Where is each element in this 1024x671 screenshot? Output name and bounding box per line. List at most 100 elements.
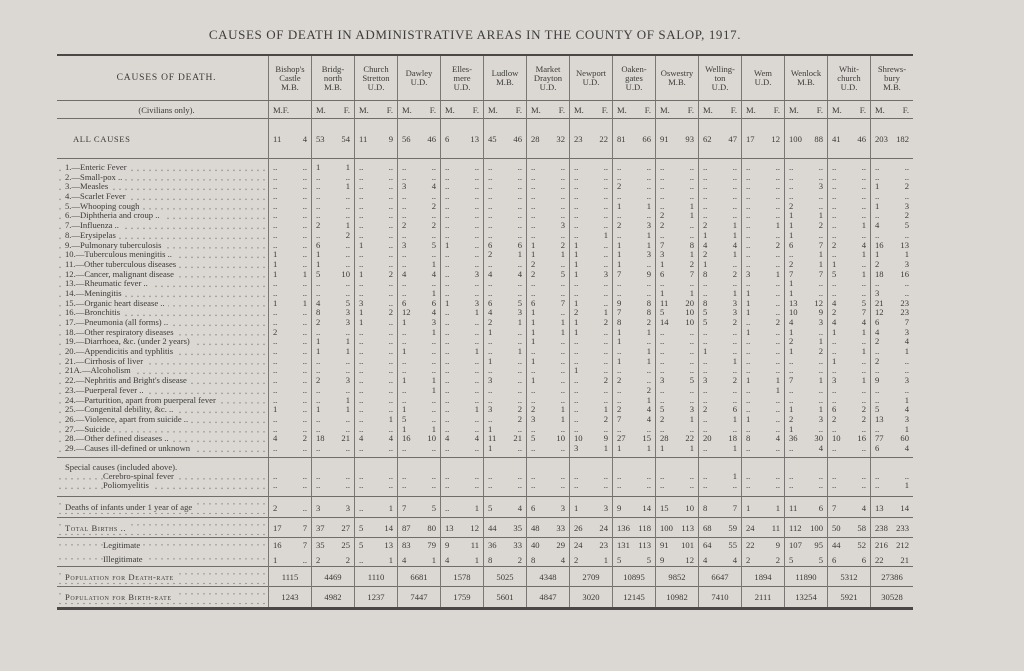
female-value: 9 (603, 433, 608, 444)
male-value: 5 (316, 268, 321, 279)
female-value: .. (474, 287, 479, 298)
male-value: 13 (789, 297, 798, 308)
all-causes-row: ALL CAUSES 11 4 53 54 11 9 56 46 6 13 45 46 28 32 23 22 8… (57, 119, 913, 159)
special-cause-row: Cerebro-spinal fever....................… (57, 470, 913, 482)
female-value: .. (431, 365, 436, 376)
district-cell: .... (440, 317, 483, 328)
female-value: 2 (345, 554, 350, 565)
sex-label: M. (875, 104, 885, 115)
male-value: .. (660, 394, 665, 405)
spacer-cell (483, 491, 526, 496)
male-value: .. (273, 375, 278, 386)
district-name-line: mere (453, 72, 471, 83)
female-value: .. (474, 210, 479, 221)
district-name-line: Wem (754, 68, 772, 78)
female-value: .. (603, 297, 608, 308)
female-value: .. (775, 326, 780, 337)
female-value: .. (431, 355, 436, 366)
spacer-cell (526, 159, 569, 163)
male-value: .. (875, 423, 880, 434)
district-cell: .... (741, 279, 784, 289)
female-value: .. (646, 258, 651, 269)
male-value: .. (746, 229, 751, 240)
male-value: 1 (789, 404, 794, 415)
sex-header: M.F. (268, 100, 311, 119)
female-value: .. (517, 229, 522, 240)
district-cell: 12145 (612, 587, 655, 607)
row-label-text: 24.—Parturition, apart from puerperal fe… (65, 395, 219, 405)
district-cell: .... (526, 162, 569, 173)
district-cell: .. 1 (354, 414, 397, 425)
district-cell: .... (483, 279, 526, 289)
female-value: 32 (556, 134, 565, 144)
female-value: .. (818, 355, 823, 366)
male-value: .. (359, 375, 364, 386)
district-cell: .... (311, 172, 354, 183)
female-value: 3 (904, 200, 909, 211)
male-value: .. (703, 181, 708, 192)
spacer-cell (612, 491, 655, 496)
female-value: .. (560, 384, 565, 395)
female-value: 1 (646, 394, 651, 405)
district-cell: 5 10 (311, 268, 354, 280)
male-value: .. (875, 171, 880, 182)
female-value: .. (517, 375, 522, 386)
female-value: 4 (388, 433, 393, 444)
sex-label: M. (746, 104, 756, 115)
male-value: .. (273, 346, 278, 357)
district-cell: .... (741, 201, 784, 212)
male-value: .. (445, 480, 450, 491)
district-cell: .... (569, 346, 612, 357)
district-cell: .... (870, 471, 913, 482)
district-cell: .... (311, 481, 354, 491)
female-value: 3 (431, 317, 436, 327)
district-name-line: north (323, 72, 343, 83)
female-value: 7 (861, 307, 866, 318)
district-cell: .... (827, 395, 870, 406)
district-cell: .... (268, 375, 311, 386)
row-label-text: 21.—Cirrhosis of liver (65, 356, 147, 366)
female-value: 3 (345, 317, 350, 327)
illegitimate-row: Illegitimate 1.. 2 2.. 1 4 1 4 1 8 2 8 4 2 1 5 5 9 12 4 4 2 2 5… (57, 552, 913, 567)
district-cell: .... (870, 385, 913, 396)
district-cell: .... (612, 365, 655, 377)
district-name-line: U.D. (367, 81, 385, 92)
female-value: .. (775, 336, 780, 347)
female-value: 113 (681, 523, 694, 533)
district-cell: .... (483, 172, 526, 183)
row-label: 27.—Suicide (57, 424, 268, 435)
cause-row: 4.—Scarlet Fever........................… (57, 191, 913, 202)
male-value: .. (402, 249, 407, 260)
female-value: 1 (646, 326, 651, 337)
female-value: 2 (388, 268, 393, 279)
female-value: 5 (431, 239, 436, 250)
female-value: .. (388, 470, 393, 481)
female-value: .. (603, 346, 608, 357)
female-value: 1 (861, 326, 866, 337)
district-cell: 10 16 (827, 434, 870, 444)
female-value: .. (603, 470, 608, 481)
female-value: .. (431, 171, 436, 182)
male-value: .. (273, 365, 278, 376)
district-cell: 83 79 (397, 538, 440, 552)
male-value: .. (273, 210, 278, 221)
male-value: 5 (531, 433, 536, 444)
male-value: .. (531, 470, 536, 481)
district-cell: .... (784, 481, 827, 491)
female-value: 3 (603, 268, 608, 279)
male-value: .. (617, 365, 622, 376)
population-value: 2709 (582, 572, 600, 582)
female-value: .. (302, 287, 307, 298)
male-value: .. (359, 470, 364, 481)
male-value: 8 (703, 268, 708, 279)
